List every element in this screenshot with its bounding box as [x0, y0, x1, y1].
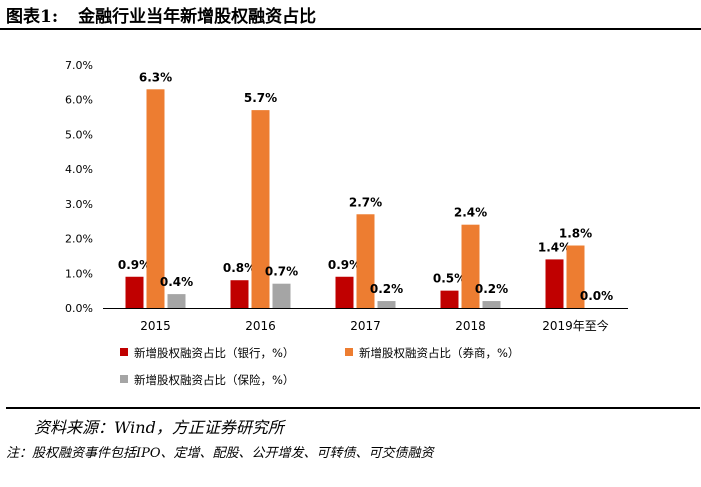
bar-2 — [251, 110, 270, 308]
x-tick-label: 2019年至今 — [542, 318, 609, 333]
x-tick-label: 2015 — [140, 319, 171, 333]
data-label: 1.8% — [559, 227, 592, 241]
data-label: 5.7% — [244, 91, 277, 105]
bar-3 — [377, 301, 396, 308]
y-tick-label: 7.0% — [65, 59, 93, 72]
legend-swatch — [120, 375, 128, 383]
source-text: 资料来源：Wind，方正证券研究所 — [34, 418, 284, 437]
y-tick-label: 4.0% — [65, 163, 93, 176]
data-label: 2.7% — [349, 195, 382, 209]
bar-3 — [272, 283, 291, 308]
data-label: 0.8% — [223, 261, 256, 275]
data-label: 0.9% — [328, 258, 361, 272]
bottom-rule — [6, 407, 700, 409]
bar-2 — [146, 89, 165, 308]
legend-label: 新增股权融资占比（银行，%） — [134, 346, 294, 360]
y-tick-label: 2.0% — [65, 233, 93, 246]
y-tick-label: 5.0% — [65, 128, 93, 141]
y-tick-label: 0.0% — [65, 302, 93, 315]
bar-3 — [167, 294, 186, 308]
figure-title-text: 金融行业当年新增股权融资占比 — [78, 7, 317, 27]
x-tick-label: 2016 — [245, 319, 276, 333]
bar-1 — [230, 280, 249, 308]
bar-2 — [566, 245, 585, 308]
bar-2 — [461, 224, 480, 308]
data-label: 0.2% — [475, 282, 508, 296]
bar-3 — [482, 301, 501, 308]
legend-label: 新增股权融资占比（保险，%） — [134, 373, 294, 387]
data-label: 0.9% — [118, 258, 151, 272]
data-label: 0.0% — [580, 289, 613, 303]
y-tick-label: 1.0% — [65, 267, 93, 280]
data-label: 6.3% — [139, 70, 172, 84]
bar-1 — [440, 290, 459, 308]
figure-number: 图表1: — [6, 7, 59, 27]
data-label: 0.7% — [265, 265, 298, 279]
data-label: 2.4% — [454, 206, 487, 220]
y-tick-label: 6.0% — [65, 94, 93, 107]
legend-swatch — [120, 348, 128, 356]
figure-title: 图表1: 金融行业当年新增股权融资占比 — [6, 2, 316, 27]
bar-1 — [335, 276, 354, 308]
bar-chart: 0.0% 1.0% 2.0% 3.0% 4.0% 5.0% 6.0% 7.0% 2015 0.9%… — [65, 59, 628, 387]
y-tick-label: 3.0% — [65, 198, 93, 211]
x-tick-label: 2018 — [455, 319, 486, 333]
legend-swatch — [345, 348, 353, 356]
data-label: 0.5% — [433, 272, 466, 286]
note-text: 注：股权融资事件包括IPO、定增、配股、公开增发、可转债、可交债融资 — [6, 446, 434, 461]
x-tick-label: 2017 — [350, 319, 381, 333]
bar-1 — [545, 259, 564, 308]
data-label: 0.2% — [370, 282, 403, 296]
bar-1 — [125, 276, 144, 308]
data-label: 0.4% — [160, 275, 193, 289]
top-rule — [0, 28, 701, 30]
legend-label: 新增股权融资占比（券商，%） — [359, 346, 519, 360]
bar-2 — [356, 214, 375, 308]
data-label: 1.4% — [538, 240, 571, 254]
